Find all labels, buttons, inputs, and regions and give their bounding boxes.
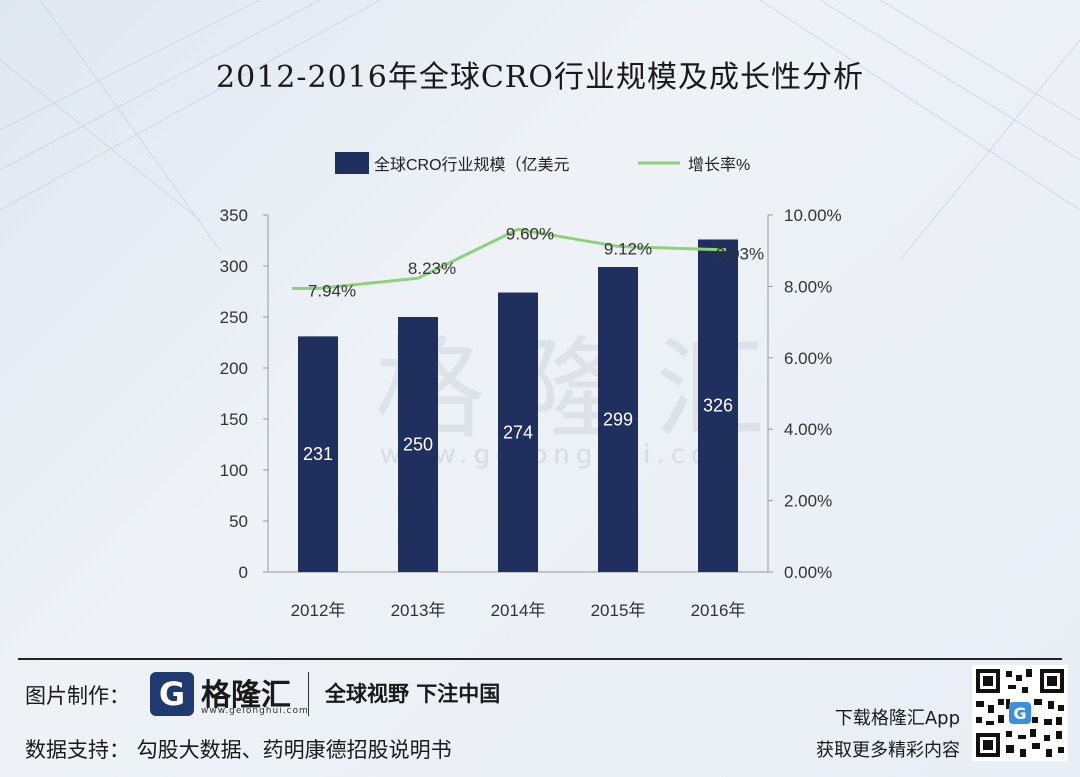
bar bbox=[398, 317, 438, 572]
logo-url: www.gelonghui.com bbox=[201, 706, 309, 716]
line-data-label: 9.60% bbox=[506, 224, 554, 243]
y-left-tick-label: 150 bbox=[220, 410, 248, 429]
y-right-tick-label: 2.00% bbox=[784, 492, 832, 511]
y-left-tick-label: 250 bbox=[220, 308, 248, 327]
app-download-text: 下载格隆汇App bbox=[834, 708, 960, 729]
y-left-tick-label: 0 bbox=[239, 563, 248, 582]
logo-name: 格隆汇 bbox=[201, 678, 291, 713]
footer-vertical-divider bbox=[308, 672, 309, 716]
legend-line-label: 增长率% bbox=[688, 156, 750, 174]
y-right-tick-label: 10.00% bbox=[784, 206, 842, 225]
x-tick-label: 2014年 bbox=[491, 601, 546, 620]
y-right-tick-label: 6.00% bbox=[784, 349, 832, 368]
growth-rate-line bbox=[292, 227, 726, 291]
bar-value-label: 250 bbox=[403, 435, 433, 455]
x-tick-label: 2016年 bbox=[691, 601, 746, 620]
chart-title: 2012-2016年全球CRO行业规模及成长性分析 bbox=[216, 60, 864, 95]
y-left-tick-label: 200 bbox=[220, 359, 248, 378]
y-left-tick-label: 300 bbox=[220, 257, 248, 276]
watermark-url: www.gelonghui.com bbox=[380, 440, 745, 470]
y-left-tick-label: 50 bbox=[229, 512, 248, 531]
line-data-label: 9.03% bbox=[716, 245, 764, 264]
bar bbox=[498, 292, 538, 572]
app-promo-text: 获取更多精彩内容 bbox=[816, 740, 960, 761]
y-right-tick-label: 4.00% bbox=[784, 420, 832, 439]
bar-value-label: 231 bbox=[303, 444, 333, 464]
y-left-tick-label: 100 bbox=[220, 461, 248, 480]
combo-chart: 0 50 100 150 200 250 300 350 0.00% 2.00% 4.00% 6.00… bbox=[220, 152, 842, 620]
bar-value-label: 326 bbox=[703, 396, 733, 416]
slogan: 全球视野 下注中国 bbox=[325, 682, 501, 706]
footer-divider bbox=[18, 658, 1062, 660]
line-data-label: 7.94% bbox=[308, 282, 356, 301]
x-tick-label: 2012年 bbox=[291, 601, 346, 620]
y-left-tick-label: 350 bbox=[220, 206, 248, 225]
bar-value-label: 299 bbox=[603, 410, 633, 430]
bar-value-label: 274 bbox=[503, 422, 533, 442]
x-tick-label: 2015年 bbox=[591, 601, 646, 620]
data-source: 数据支持： 勾股大数据、药明康德招股说明书 bbox=[25, 738, 452, 762]
bar bbox=[598, 267, 638, 572]
bar bbox=[298, 336, 338, 572]
made-by-label: 图片制作： bbox=[25, 684, 130, 708]
x-tick-label: 2013年 bbox=[391, 601, 446, 620]
line-data-label: 9.12% bbox=[604, 239, 652, 258]
gelonghui-logo-icon: G bbox=[150, 672, 194, 716]
line-data-label: 8.23% bbox=[408, 259, 456, 278]
qr-code-icon[interactable]: G bbox=[972, 665, 1068, 761]
legend-bar-label: 全球CRO行业规模（亿美元 bbox=[374, 156, 570, 174]
qr-badge: G bbox=[1013, 704, 1026, 723]
y-right-tick-label: 0.00% bbox=[784, 563, 832, 582]
y-right-tick-label: 8.00% bbox=[784, 277, 832, 296]
legend-bar-swatch bbox=[335, 152, 369, 174]
bar bbox=[698, 239, 738, 573]
